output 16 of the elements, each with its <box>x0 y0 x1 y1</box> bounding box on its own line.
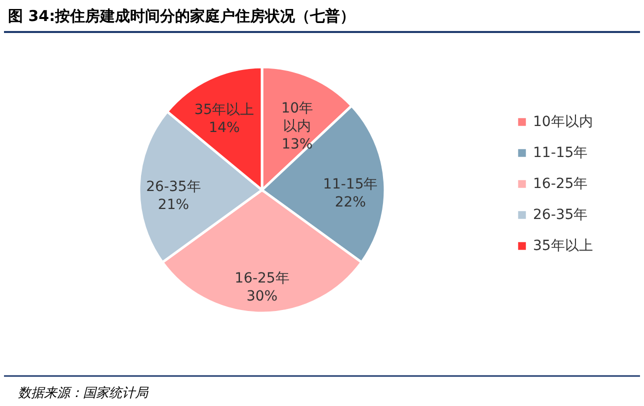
legend-label: 11-15年 <box>533 145 588 161</box>
slice-label: 10年以内 <box>281 100 314 135</box>
legend-label: 26-35年 <box>533 207 588 223</box>
legend-label: 16-25年 <box>533 176 588 192</box>
legend-label: 35年以上 <box>533 238 593 254</box>
data-label: 14% <box>208 120 240 136</box>
data-label: 30% <box>246 288 278 305</box>
data-label: 21% <box>158 197 190 214</box>
chart-title: 图 34:按住房建成时间分的家庭户住房状况（七普） <box>8 7 356 25</box>
slice-label: 35年以上 <box>194 102 254 118</box>
slice-label: 26-35年 <box>146 179 201 196</box>
data-label: 22% <box>334 194 366 210</box>
slice-label: 11-15年 <box>323 176 378 192</box>
slice-label: 16-25年 <box>234 270 290 287</box>
legend-label: 10年以内 <box>533 114 593 130</box>
source-note: 数据来源：国家统计局 <box>18 385 149 401</box>
